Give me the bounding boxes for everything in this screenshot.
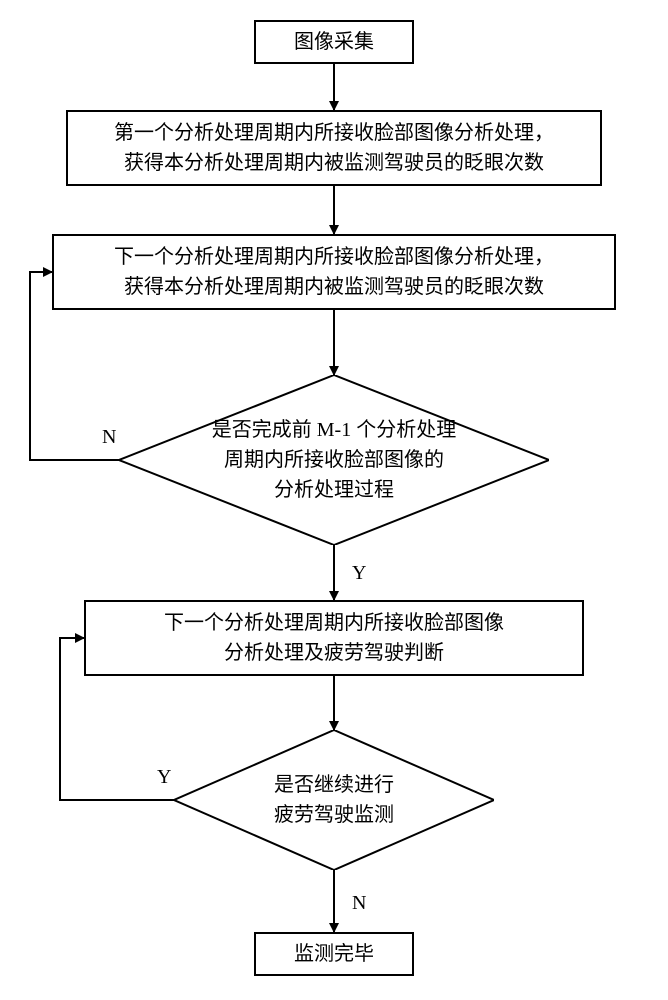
node-n3: 下一个分析处理周期内所接收脸部图像分析处理，获得本分析处理周期内被监测驾驶员的眨… (52, 234, 616, 310)
node-label: 是否完成前 M-1 个分析处理周期内所接收脸部图像的分析处理过程 (212, 415, 456, 505)
edge-label-text: Y (352, 562, 366, 584)
flowchart-canvas: 图像采集第一个分析处理周期内所接收脸部图像分析处理，获得本分析处理周期内被监测驾… (0, 0, 668, 1000)
node-label: 图像采集 (294, 27, 374, 57)
edge-label-4: N (100, 426, 118, 449)
edge-label-7: N (350, 892, 368, 915)
node-d2: 是否继续进行疲劳驾驶监测 (174, 730, 494, 870)
node-label: 第一个分析处理周期内所接收脸部图像分析处理，获得本分析处理周期内被监测驾驶员的眨… (114, 118, 554, 178)
edge-label-text: N (352, 892, 366, 914)
node-n5: 监测完毕 (254, 932, 414, 976)
node-n4: 下一个分析处理周期内所接收脸部图像分析处理及疲劳驾驶判断 (84, 600, 584, 676)
node-d1: 是否完成前 M-1 个分析处理周期内所接收脸部图像的分析处理过程 (119, 375, 549, 545)
edge-label-6: Y (155, 766, 173, 789)
node-label: 下一个分析处理周期内所接收脸部图像分析处理及疲劳驾驶判断 (164, 608, 504, 668)
edge-label-text: N (102, 426, 116, 448)
node-n1: 图像采集 (254, 20, 414, 64)
node-n2: 第一个分析处理周期内所接收脸部图像分析处理，获得本分析处理周期内被监测驾驶员的眨… (66, 110, 602, 186)
edge-label-3: Y (350, 562, 368, 585)
node-label: 监测完毕 (294, 939, 374, 969)
node-label: 是否继续进行疲劳驾驶监测 (274, 770, 394, 830)
edge-label-text: Y (157, 766, 171, 788)
node-label: 下一个分析处理周期内所接收脸部图像分析处理，获得本分析处理周期内被监测驾驶员的眨… (114, 242, 554, 302)
